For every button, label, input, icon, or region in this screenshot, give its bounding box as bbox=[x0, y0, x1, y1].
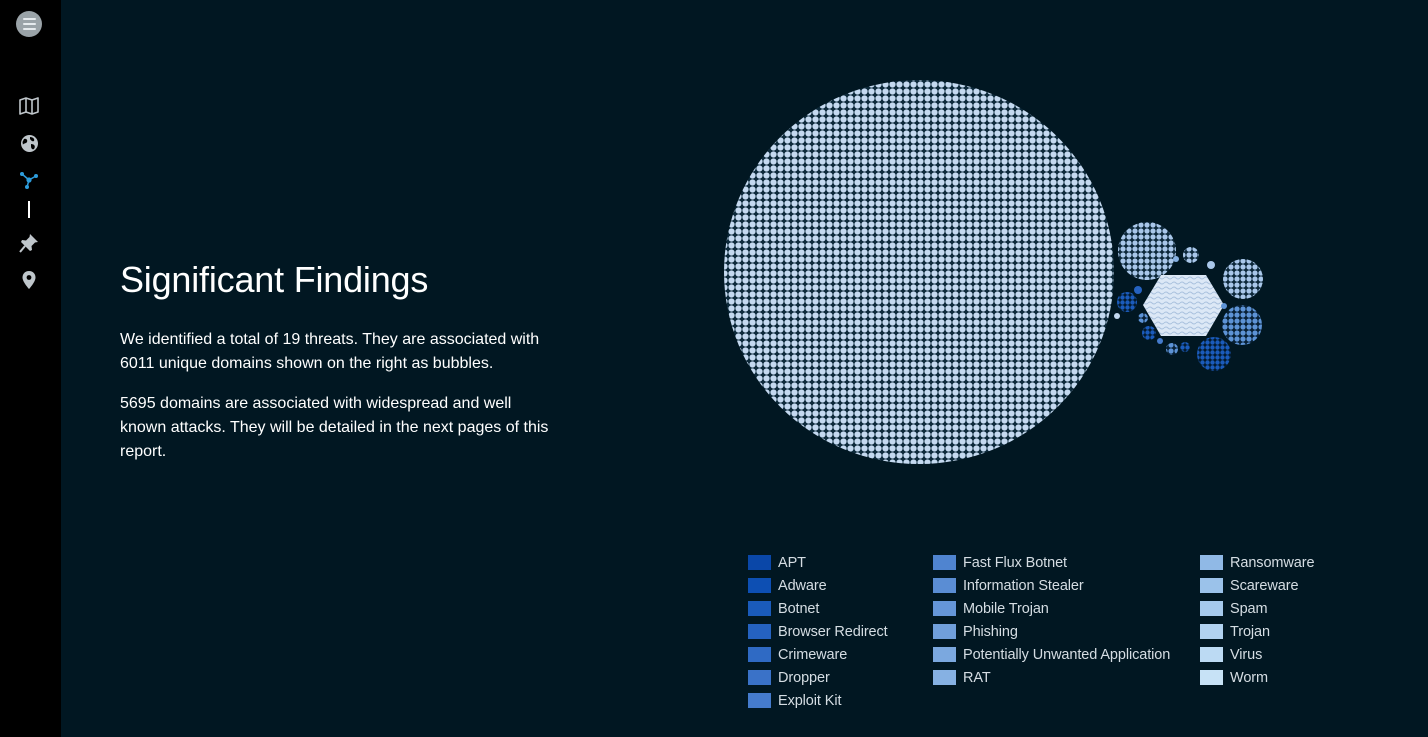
legend-item: Dropper bbox=[748, 666, 830, 689]
legend-label: RAT bbox=[963, 669, 991, 686]
hamburger-menu-icon[interactable] bbox=[16, 11, 42, 37]
legend-label: Fast Flux Botnet bbox=[963, 554, 1067, 571]
legend-swatch bbox=[1200, 578, 1223, 593]
legend-label: Potentially Unwanted Application bbox=[963, 646, 1171, 663]
cluster-bubble[interactable] bbox=[1207, 261, 1215, 269]
legend-swatch bbox=[748, 578, 771, 593]
legend-swatch bbox=[748, 624, 771, 639]
sidebar bbox=[0, 0, 61, 737]
nav-divider bbox=[28, 201, 30, 218]
cluster-bubble[interactable] bbox=[1180, 342, 1190, 352]
cluster-bubble[interactable] bbox=[1183, 247, 1199, 263]
summary-paragraph-domains: 5695 domains are associated with widespr… bbox=[120, 395, 549, 460]
legend-swatch bbox=[933, 578, 956, 593]
hexagon-cluster[interactable] bbox=[1143, 275, 1224, 336]
legend-swatch bbox=[1200, 624, 1223, 639]
legend-item: Phishing bbox=[933, 620, 1018, 643]
legend-item: Ransomware bbox=[1200, 551, 1315, 574]
legend-label: Browser Redirect bbox=[778, 623, 888, 640]
legend-swatch bbox=[1200, 670, 1223, 685]
network-graph-icon[interactable] bbox=[18, 169, 40, 191]
legend-label: Trojan bbox=[1230, 623, 1270, 640]
legend-item: Fast Flux Botnet bbox=[933, 551, 1067, 574]
findings-panel: Significant Findings We identified a tot… bbox=[120, 258, 550, 480]
globe-icon[interactable] bbox=[18, 132, 40, 154]
cluster-bubble[interactable] bbox=[1138, 313, 1148, 323]
map-icon[interactable] bbox=[18, 95, 40, 117]
cluster-bubble[interactable] bbox=[1118, 222, 1176, 280]
summary-paragraph-threats: We identified a total of 19 threats. The… bbox=[120, 331, 540, 372]
legend-item: Browser Redirect bbox=[748, 620, 888, 643]
pin-icon[interactable] bbox=[18, 232, 40, 254]
legend-item: Virus bbox=[1200, 643, 1262, 666]
location-marker-icon[interactable] bbox=[18, 269, 40, 291]
cluster-bubble[interactable] bbox=[1157, 338, 1163, 344]
legend-item: Information Stealer bbox=[933, 574, 1084, 597]
legend-item: Mobile Trojan bbox=[933, 597, 1049, 620]
legend-label: Exploit Kit bbox=[778, 692, 842, 709]
legend-label: Spam bbox=[1230, 600, 1268, 617]
cluster-bubble[interactable] bbox=[1222, 305, 1262, 345]
legend-item: Worm bbox=[1200, 666, 1268, 689]
legend-label: Worm bbox=[1230, 669, 1268, 686]
legend-swatch bbox=[748, 693, 771, 708]
legend-item: Trojan bbox=[1200, 620, 1270, 643]
legend-label: Virus bbox=[1230, 646, 1263, 663]
legend-label: Phishing bbox=[963, 623, 1018, 640]
cluster-bubble[interactable] bbox=[1223, 259, 1263, 299]
page-title: Significant Findings bbox=[120, 259, 429, 300]
legend-swatch bbox=[933, 601, 956, 616]
legend-swatch bbox=[748, 555, 771, 570]
legend-label: APT bbox=[778, 554, 806, 571]
cluster-bubble[interactable] bbox=[1173, 256, 1179, 262]
legend-item: Potentially Unwanted Application bbox=[933, 643, 1170, 666]
legend-swatch bbox=[933, 647, 956, 662]
large-domain-cluster[interactable] bbox=[724, 80, 1114, 464]
cluster-bubble[interactable] bbox=[1166, 343, 1178, 355]
legend-item: Spam bbox=[1200, 597, 1268, 620]
legend-label: Information Stealer bbox=[963, 577, 1084, 594]
cluster-bubble[interactable] bbox=[1197, 337, 1231, 371]
legend-swatch bbox=[748, 670, 771, 685]
cluster-bubble[interactable] bbox=[1142, 326, 1156, 340]
legend-item: Scareware bbox=[1200, 574, 1299, 597]
legend-item: Adware bbox=[748, 574, 827, 597]
cluster-bubble[interactable] bbox=[1134, 286, 1142, 294]
legend-item: Botnet bbox=[748, 597, 819, 620]
legend-label: Botnet bbox=[778, 600, 820, 617]
legend-label: Ransomware bbox=[1230, 554, 1315, 571]
legend-item: Crimeware bbox=[748, 643, 847, 666]
legend-swatch bbox=[1200, 601, 1223, 616]
cluster-bubble[interactable] bbox=[1221, 303, 1227, 309]
domain-bubble-chart[interactable] bbox=[700, 60, 1300, 490]
legend-label: Dropper bbox=[778, 669, 830, 686]
legend-label: Mobile Trojan bbox=[963, 600, 1049, 617]
legend-item: APT bbox=[748, 551, 806, 574]
legend-item: Exploit Kit bbox=[748, 689, 841, 712]
legend-swatch bbox=[748, 601, 771, 616]
cluster-bubble[interactable] bbox=[1114, 313, 1120, 319]
legend-swatch bbox=[933, 624, 956, 639]
legend-label: Scareware bbox=[1230, 577, 1299, 594]
legend-swatch bbox=[1200, 555, 1223, 570]
legend-swatch bbox=[933, 670, 956, 685]
cluster-bubble[interactable] bbox=[1117, 292, 1137, 312]
legend-swatch bbox=[748, 647, 771, 662]
legend-label: Adware bbox=[778, 577, 827, 594]
legend-label: Crimeware bbox=[778, 646, 848, 663]
legend-swatch bbox=[933, 555, 956, 570]
legend-item: RAT bbox=[933, 666, 991, 689]
legend-swatch bbox=[1200, 647, 1223, 662]
